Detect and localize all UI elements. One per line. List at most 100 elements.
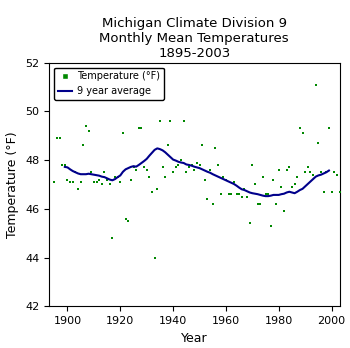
Point: [263, 191, 268, 197]
Title: Michigan Climate Division 9
Monthly Mean Temperatures
1895-2003: Michigan Climate Division 9 Monthly Mean…: [99, 17, 289, 60]
Point: [247, 221, 252, 226]
Point: [78, 179, 84, 185]
Point: [236, 191, 242, 197]
Point: [215, 162, 221, 168]
Point: [297, 126, 303, 131]
Point: [131, 165, 136, 170]
Point: [125, 218, 131, 224]
Point: [89, 169, 94, 175]
Point: [123, 216, 128, 221]
Point: [178, 157, 184, 163]
Point: [183, 169, 189, 175]
Point: [54, 135, 60, 141]
Point: [302, 169, 308, 175]
Point: [149, 189, 155, 195]
Point: [157, 118, 163, 124]
Point: [144, 167, 149, 173]
Point: [300, 130, 305, 136]
Point: [318, 169, 324, 175]
Point: [229, 191, 234, 197]
Point: [162, 174, 168, 180]
Point: [80, 143, 86, 148]
Point: [310, 172, 316, 177]
Point: [147, 174, 152, 180]
Point: [139, 126, 144, 131]
Point: [252, 182, 258, 187]
Point: [186, 165, 192, 170]
Point: [72, 169, 78, 175]
Point: [94, 179, 99, 185]
Point: [168, 118, 173, 124]
Point: [91, 179, 97, 185]
Legend: Temperature (°F), 9 year average: Temperature (°F), 9 year average: [54, 68, 164, 100]
Point: [202, 177, 208, 182]
Point: [110, 235, 115, 241]
Point: [281, 208, 287, 214]
Point: [128, 177, 134, 182]
Point: [244, 194, 250, 199]
Point: [107, 182, 113, 187]
Point: [60, 162, 65, 168]
Point: [220, 174, 226, 180]
Point: [239, 194, 245, 199]
Point: [65, 177, 70, 182]
Point: [57, 135, 62, 141]
Point: [255, 201, 260, 207]
Point: [191, 167, 197, 173]
Point: [70, 179, 76, 185]
Point: [83, 123, 89, 129]
Point: [118, 179, 123, 185]
Y-axis label: Temperature (°F): Temperature (°F): [6, 131, 20, 238]
Point: [189, 162, 194, 168]
Point: [329, 189, 334, 195]
Point: [265, 191, 271, 197]
Point: [133, 167, 139, 173]
X-axis label: Year: Year: [181, 332, 208, 345]
Point: [321, 189, 327, 195]
Point: [112, 174, 118, 180]
Point: [258, 201, 263, 207]
Point: [165, 143, 171, 148]
Point: [181, 118, 187, 124]
Point: [173, 165, 178, 170]
Point: [231, 179, 237, 185]
Point: [160, 165, 165, 170]
Point: [67, 179, 73, 185]
Point: [197, 162, 202, 168]
Point: [194, 160, 200, 165]
Point: [305, 165, 310, 170]
Point: [323, 169, 329, 175]
Point: [104, 177, 110, 182]
Point: [136, 126, 142, 131]
Point: [308, 169, 313, 175]
Point: [234, 191, 239, 197]
Point: [212, 145, 218, 151]
Point: [75, 187, 81, 192]
Point: [207, 167, 213, 173]
Point: [218, 191, 223, 197]
Point: [210, 201, 216, 207]
Point: [241, 187, 247, 192]
Point: [268, 223, 274, 229]
Point: [96, 177, 102, 182]
Point: [170, 169, 176, 175]
Point: [62, 162, 68, 168]
Point: [99, 182, 105, 187]
Point: [51, 179, 57, 185]
Point: [86, 128, 91, 134]
Point: [273, 201, 279, 207]
Point: [223, 177, 229, 182]
Point: [141, 165, 147, 170]
Point: [176, 162, 181, 168]
Point: [152, 255, 158, 260]
Point: [120, 130, 126, 136]
Point: [102, 169, 107, 175]
Point: [205, 196, 210, 202]
Point: [294, 174, 300, 180]
Point: [292, 182, 298, 187]
Point: [313, 82, 319, 87]
Point: [287, 165, 292, 170]
Point: [289, 184, 295, 190]
Point: [226, 191, 231, 197]
Point: [154, 187, 160, 192]
